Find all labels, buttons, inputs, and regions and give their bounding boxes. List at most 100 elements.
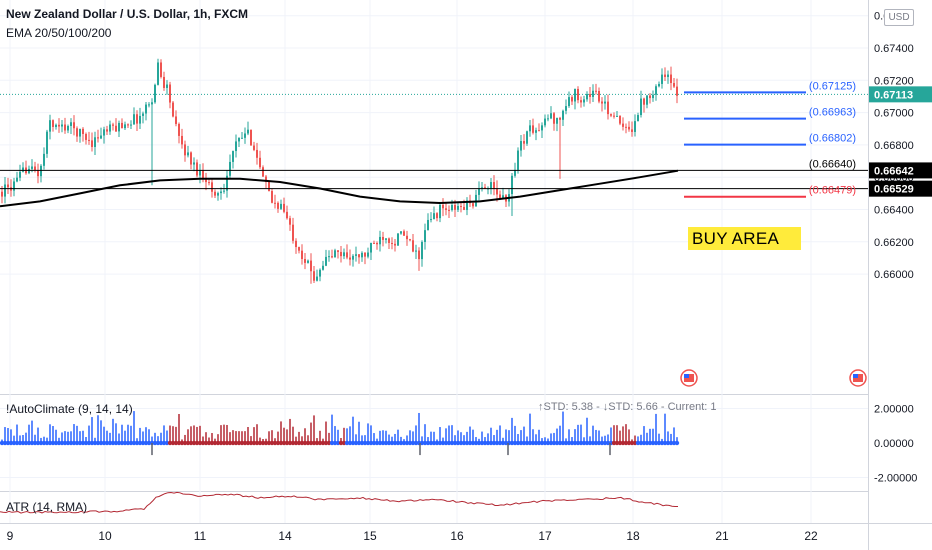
candle-body [130, 124, 132, 126]
candle-body [577, 88, 579, 101]
target-level-label: (0.66640) [809, 159, 856, 171]
candle-body [550, 113, 552, 119]
candle-body [208, 182, 210, 184]
candle-body [385, 238, 387, 240]
symbol-title[interactable]: New Zealand Dollar / U.S. Dollar, 1h, FX… [6, 7, 249, 21]
x-tick-label: 21 [715, 529, 729, 543]
candle-body [274, 202, 276, 204]
candle-body [619, 115, 621, 124]
candle-body [658, 83, 660, 87]
candle-body [262, 167, 264, 177]
target-level-label: (0.67125) [809, 80, 856, 92]
candle-body [214, 191, 216, 196]
y-tick-label: 0.00000 [874, 438, 914, 450]
candle-body [499, 194, 501, 199]
candle-body [169, 84, 171, 103]
autoclimate-legend[interactable]: !AutoClimate (9, 14, 14) [6, 402, 133, 416]
y-tick-label: 0.66200 [874, 237, 914, 249]
candle-body [61, 124, 63, 127]
ema-legend[interactable]: EMA 20/50/100/200 [6, 26, 112, 40]
candle-body [43, 153, 45, 166]
candle-body [145, 104, 147, 114]
candle-body [133, 114, 135, 125]
candle-body [610, 114, 612, 116]
candle-body [601, 101, 603, 104]
candle-body [433, 213, 435, 220]
candle-body [589, 94, 591, 97]
current-price-tag [869, 86, 932, 103]
candle-body [280, 203, 282, 209]
candle-body [34, 166, 36, 171]
candle-body [646, 95, 648, 105]
atr-legend[interactable]: ATR (14, RMA) [6, 500, 88, 514]
candle-body [379, 236, 381, 245]
candle-body [256, 149, 258, 158]
histogram-dot [674, 440, 680, 446]
currency-badge[interactable]: USD [884, 9, 914, 26]
candle-body [106, 129, 108, 132]
candle-body [64, 124, 66, 131]
candle-body [277, 202, 279, 209]
candle-body [85, 133, 87, 140]
candle-body [148, 104, 150, 106]
candle-body [568, 97, 570, 107]
candle-body [244, 133, 246, 138]
candle-body [58, 124, 60, 127]
x-tick-label: 18 [626, 529, 640, 543]
y-tick-label: 0.67200 [874, 75, 914, 87]
candle-body [211, 182, 213, 192]
candle-body [445, 208, 447, 210]
y-tick-label: -2.00000 [874, 473, 917, 485]
candle-body [295, 240, 297, 248]
candle-body [406, 235, 408, 240]
candle-body [313, 271, 315, 281]
candle-body [91, 140, 93, 147]
candle-body [574, 88, 576, 102]
candle-body [172, 102, 174, 117]
candle-body [160, 62, 162, 77]
candle-body [304, 258, 306, 263]
candle-body [94, 137, 96, 147]
candle-body [127, 124, 129, 126]
candle-body [307, 260, 309, 263]
candle-body [526, 131, 528, 144]
candle-body [466, 200, 468, 210]
candle-body [73, 122, 75, 129]
candle-body [634, 121, 636, 132]
candle-body [232, 151, 234, 162]
candle-body [7, 184, 9, 188]
candle-body [595, 90, 597, 92]
candle-body [403, 231, 405, 236]
candle-body [175, 116, 177, 124]
x-tick-label: 10 [98, 529, 112, 543]
candle-body [289, 218, 291, 225]
price-tag-bg [869, 162, 932, 179]
candle-body [124, 124, 126, 129]
candle-body [673, 83, 675, 87]
candle-body [430, 219, 432, 221]
candle-body [97, 137, 99, 139]
candle-body [55, 124, 57, 127]
x-tick-label: 16 [450, 529, 464, 543]
candle-body [154, 84, 156, 103]
candle-body [271, 191, 273, 203]
candle-body [340, 251, 342, 257]
candle-body [655, 86, 657, 95]
candle-body [265, 176, 267, 183]
candle-body [76, 128, 78, 137]
candle-body [247, 129, 249, 134]
candle-body [217, 193, 219, 196]
candle-body [139, 115, 141, 124]
candle-body [640, 98, 642, 116]
candle-body [538, 130, 540, 132]
candle-body [448, 209, 450, 211]
candle-body [190, 152, 192, 165]
candle-body [310, 260, 312, 272]
candle-body [283, 203, 285, 212]
candle-body [625, 126, 627, 128]
candle-body [157, 62, 159, 85]
candle-body [229, 161, 231, 176]
candle-body [514, 169, 516, 176]
candle-body [517, 150, 519, 170]
